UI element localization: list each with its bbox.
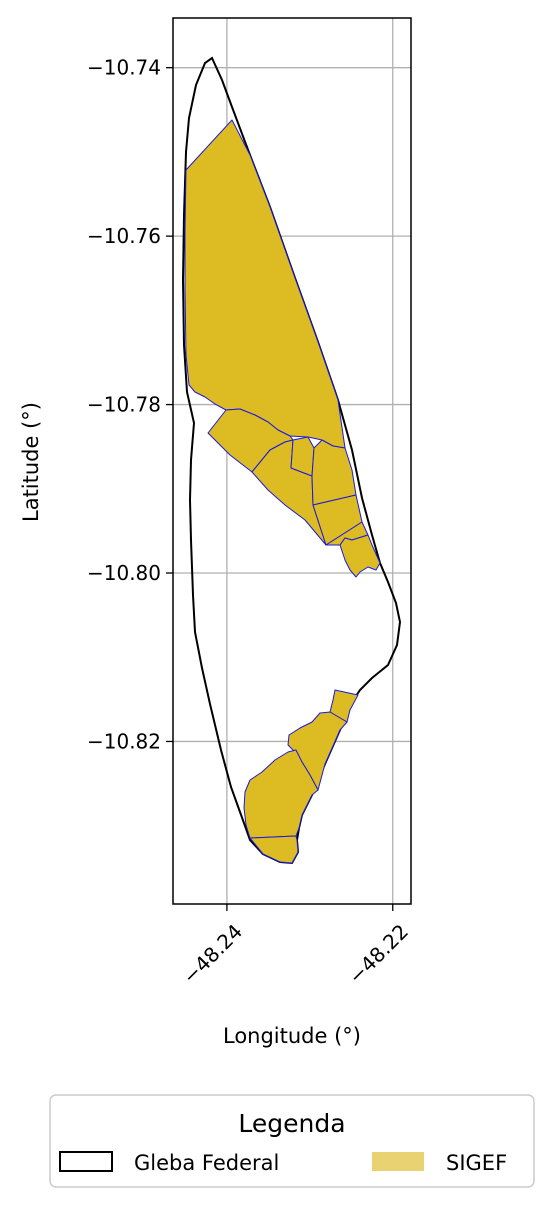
legend-gleba-label: Gleba Federal [134, 1151, 279, 1175]
y-tick-label: −10.76 [87, 224, 161, 248]
sigef-parcels [184, 119, 381, 864]
legend-gleba-swatch [59, 1151, 113, 1172]
sigef-parcel [249, 835, 299, 864]
x-axis-label: Longitude (°) [223, 1024, 361, 1048]
y-tick-label: −10.74 [87, 56, 161, 80]
y-axis-label: Latitude (°) [19, 402, 43, 522]
sigef-parcel [290, 436, 315, 477]
sigef-parcel [339, 534, 381, 578]
y-tick-label: −10.78 [87, 393, 161, 417]
legend-sigef-swatch [372, 1152, 424, 1171]
legend-sigef-label: SIGEF [446, 1151, 507, 1175]
legend: Legenda Gleba Federal SIGEF [49, 1094, 535, 1188]
y-tick-label: −10.82 [87, 729, 161, 753]
x-tick-label: −48.22 [344, 919, 413, 988]
legend-title: Legenda [238, 1109, 345, 1138]
sigef-parcel [243, 749, 319, 839]
sigef-parcel [184, 119, 346, 449]
sigef-parcel [311, 439, 357, 506]
y-tick-label: −10.80 [87, 561, 161, 585]
map-axes-frame [172, 17, 412, 905]
x-tick-label: −48.24 [178, 919, 247, 988]
